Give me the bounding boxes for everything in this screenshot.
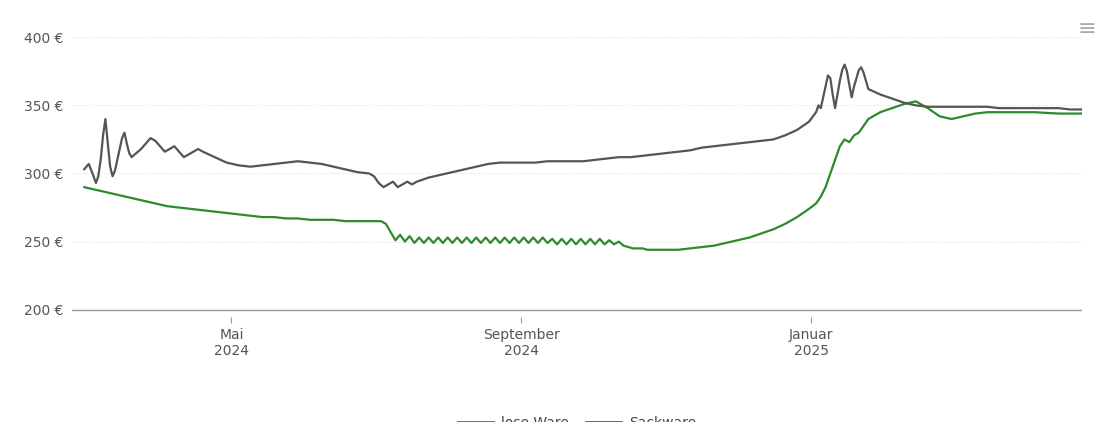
Text: ≡: ≡ (1078, 19, 1097, 39)
Legend: lose Ware, Sackware: lose Ware, Sackware (453, 410, 702, 422)
